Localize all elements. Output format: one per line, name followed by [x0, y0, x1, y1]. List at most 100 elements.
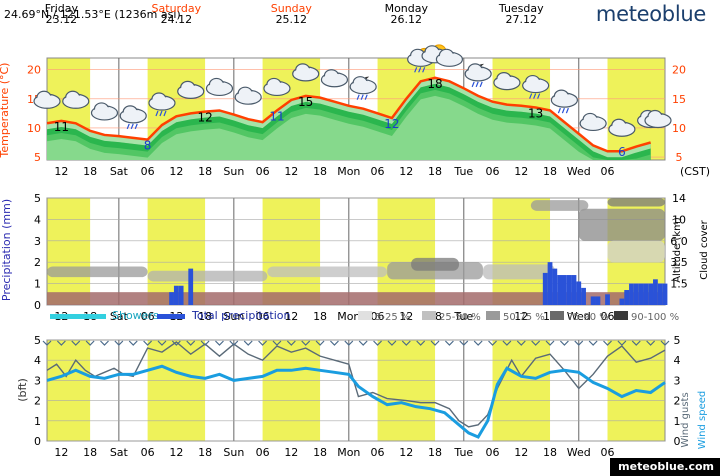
weather-icon-11 — [349, 76, 377, 100]
legend-cloud-label-0: 5-25 % — [375, 312, 410, 323]
altitude-axis-label: Altitude (km) — [672, 217, 683, 283]
rain-drop-icon — [364, 94, 368, 100]
precip-bar-16 — [619, 298, 625, 305]
x-tick-label-1-6: Sun — [223, 310, 244, 323]
cloud-fill — [552, 94, 577, 107]
wind-speed-legend: Wind speed — [697, 391, 708, 450]
legend-cloud-label-2: 50-75 % — [503, 312, 545, 323]
cloud-fill — [322, 73, 347, 86]
x-tick-label-1-7: 06 — [256, 310, 270, 323]
weather-icon-17 — [522, 74, 550, 99]
wind-direction-arrow-11 — [200, 340, 210, 346]
daylight-band-1-3 — [377, 198, 436, 305]
wind-direction-arrow-17 — [286, 340, 296, 346]
y-tick-right-1: 10 — [672, 122, 686, 135]
wind-direction-arrow-2 — [71, 340, 81, 346]
wind-direction-arrow-10 — [186, 340, 196, 346]
rain-drop-icon — [479, 81, 483, 88]
legend-cloud-label-4: 90-100 % — [631, 312, 679, 323]
brand-logo: meteoblue — [595, 2, 706, 26]
wind-direction-arrow-20 — [330, 340, 339, 346]
wind-direction-arrow-23 — [373, 340, 382, 346]
day-name-3: Monday — [385, 2, 429, 15]
altitude-tick-0: 1.5 — [670, 278, 688, 291]
wind-direction-arrow-30 — [473, 340, 483, 346]
x-tick-label-1-8: 12 — [284, 310, 298, 323]
rain-drop-icon — [418, 67, 422, 73]
x-tick-label-2-6: Sun — [223, 446, 244, 459]
cloud-fill — [264, 82, 289, 95]
day-date-2: 25.12 — [276, 13, 308, 26]
precip-bar-18 — [629, 283, 634, 305]
precip-bar-21 — [643, 283, 649, 305]
cloud-cover-block-2 — [267, 266, 388, 278]
daylight-band-2-3 — [377, 340, 436, 441]
precip-axis-label: Precipitation (mm) — [0, 199, 13, 301]
precip-bar-20 — [638, 283, 644, 305]
cloud-fill — [351, 80, 376, 93]
wind-direction-arrow-16 — [272, 340, 282, 346]
x-tick-label-1-19: 06 — [601, 310, 615, 323]
temperature-value-label-3: 11 — [269, 109, 284, 123]
x-tick-label-1-2: Sat — [110, 310, 129, 323]
wind-direction-arrow-27 — [430, 340, 440, 346]
wind-direction-arrow-22 — [358, 340, 368, 346]
temperature-value-label-7: 13 — [528, 107, 543, 121]
temperature-value-label-4: 15 — [298, 95, 313, 109]
x-tick-label-1-5: 18 — [198, 310, 212, 323]
x-tick-label-2-0: 12 — [54, 446, 68, 459]
precip-bar-3 — [188, 268, 194, 305]
day-date-3: 26.12 — [391, 13, 423, 26]
temperature-axis-label: Temperature (°C) — [0, 63, 11, 159]
temperature-fill-band-3 — [47, 95, 651, 160]
cloud-fill — [236, 91, 261, 104]
legend-cloud-swatch-4 — [614, 311, 628, 320]
x-tick-label-1-10: Mon — [337, 310, 360, 323]
x-tick-label-2-12: 12 — [399, 446, 413, 459]
wind-direction-arrow-3 — [85, 340, 95, 346]
legend-cloud-label-3: 75-90 % — [567, 312, 609, 323]
precip-bar-15 — [605, 294, 610, 305]
precip-bar-5 — [547, 262, 553, 305]
daylight-band-1-0 — [47, 198, 91, 305]
wind-direction-arrow-4 — [100, 340, 109, 346]
weather-icon-22 — [644, 109, 672, 129]
x-tick-label-0-6: Sun — [223, 165, 244, 178]
wind-direction-arrow-14 — [243, 340, 253, 346]
y-tick-right-0: 5 — [676, 151, 683, 164]
wind-direction-arrow-9 — [171, 340, 181, 346]
x-tick-label-0-10: Mon — [337, 165, 360, 178]
wind-direction-arrow-36 — [559, 340, 569, 346]
wind-direction-arrow-37 — [574, 340, 584, 346]
x-tick-label-0-4: 12 — [169, 165, 183, 178]
day-name-2: Sunday — [271, 2, 313, 15]
x-tick-label-2-7: 06 — [256, 446, 270, 459]
y-tick-label-1-0: 0 — [34, 299, 41, 312]
rain-drop-icon — [134, 123, 138, 130]
cloud-fill — [207, 82, 232, 95]
rain-drop-icon — [471, 81, 475, 88]
wind-y-right-2: 2 — [674, 395, 681, 408]
x-tick-label-2-4: 12 — [169, 446, 183, 459]
cloud-cover-block-7 — [607, 240, 665, 263]
wind-series-line-1 — [46, 364, 666, 439]
legend-total-label: Total precipitation — [191, 309, 291, 322]
precip-bar-12 — [581, 287, 586, 305]
cloud-cover-block-5 — [482, 264, 555, 280]
wind-direction-arrow-18 — [301, 340, 311, 346]
weather-icon-10 — [320, 69, 349, 88]
wind-direction-arrow-12 — [215, 340, 224, 346]
precip-bar-2 — [178, 285, 184, 305]
precip-bar-1 — [173, 285, 179, 305]
y-tick-right-3: 20 — [672, 64, 686, 77]
footer-link[interactable]: meteoblue.com — [610, 458, 720, 476]
wind-direction-arrow-19 — [315, 340, 325, 346]
weather-icon-19 — [579, 112, 607, 132]
cloud-cover-axis-label: Cloud cover — [699, 219, 710, 279]
y-tick-label-2-5: 5 — [34, 334, 41, 347]
x-tick-label-2-13: 18 — [428, 446, 442, 459]
y-tick-label-2-2: 2 — [34, 395, 41, 408]
wind-direction-arrow-42 — [646, 340, 656, 346]
cloud-fill — [293, 67, 318, 80]
